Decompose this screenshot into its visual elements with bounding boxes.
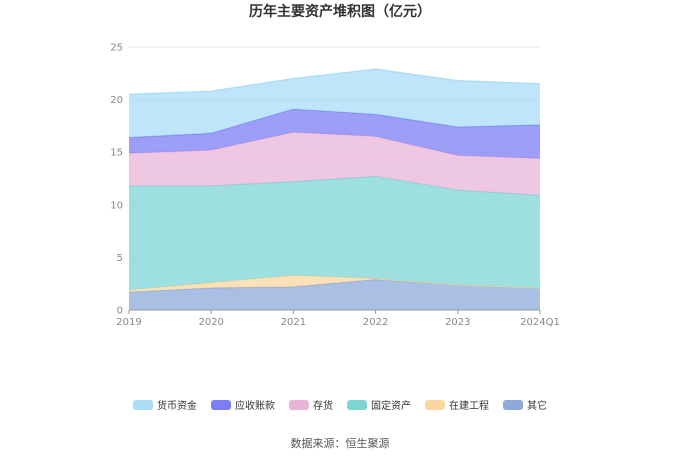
chart-title: 历年主要资产堆积图（亿元） [249, 3, 431, 20]
x-tick-label: 2022 [363, 317, 388, 328]
area-series-应收账款[interactable] [129, 109, 540, 159]
legend-swatch [133, 400, 153, 410]
y-tick-label: 0 [117, 306, 123, 317]
x-axis: 2019 2020 2021 2022 2023 2024Q1 [116, 309, 560, 328]
x-tick-label: 2024Q1 [520, 317, 560, 328]
y-tick-label: 25 [110, 43, 123, 54]
legend-label: 应收账款 [235, 399, 275, 412]
legend-swatch [347, 400, 367, 410]
area-series [128, 68, 541, 310]
legend-label: 在建工程 [449, 399, 489, 412]
legend-swatch [425, 400, 445, 410]
x-tick-label: 2021 [281, 317, 306, 328]
legend-label: 其它 [527, 399, 547, 412]
x-tick-label: 2023 [445, 317, 470, 328]
legend-item-固定资产[interactable]: 固定资产 [347, 399, 411, 412]
legend-item-其它[interactable]: 其它 [503, 399, 547, 412]
area-line-货币资金 [128, 68, 541, 95]
legend-swatch [211, 400, 231, 410]
area-series-其它[interactable] [129, 279, 540, 310]
legend[interactable]: 货币资金 应收账款 存货 固定资产 在建工程 其它 [133, 399, 547, 412]
legend-label: 货币资金 [157, 399, 197, 412]
legend-swatch [503, 400, 523, 410]
x-tick-label: 2019 [116, 317, 141, 328]
area-series-在建工程[interactable] [129, 275, 540, 293]
legend-item-在建工程[interactable]: 在建工程 [425, 399, 489, 412]
legend-swatch [289, 400, 309, 410]
y-tick-label: 5 [117, 253, 123, 264]
y-axis: 0 5 10 15 20 25 [110, 43, 123, 317]
legend-label: 固定资产 [371, 399, 411, 412]
y-tick-label: 20 [110, 95, 123, 106]
area-series-存货[interactable] [129, 132, 540, 196]
y-tick-label: 10 [110, 200, 123, 211]
area-series-货币资金[interactable] [129, 69, 540, 138]
legend-item-存货[interactable]: 存货 [289, 399, 333, 412]
legend-item-货币资金[interactable]: 货币资金 [133, 399, 197, 412]
x-tick-label: 2020 [198, 317, 223, 328]
data-source-label: 数据来源：恒生聚源 [291, 436, 390, 450]
y-tick-label: 15 [110, 148, 123, 159]
legend-item-应收账款[interactable]: 应收账款 [211, 399, 275, 412]
legend-label: 存货 [313, 399, 333, 412]
area-series-固定资产[interactable] [129, 176, 540, 291]
